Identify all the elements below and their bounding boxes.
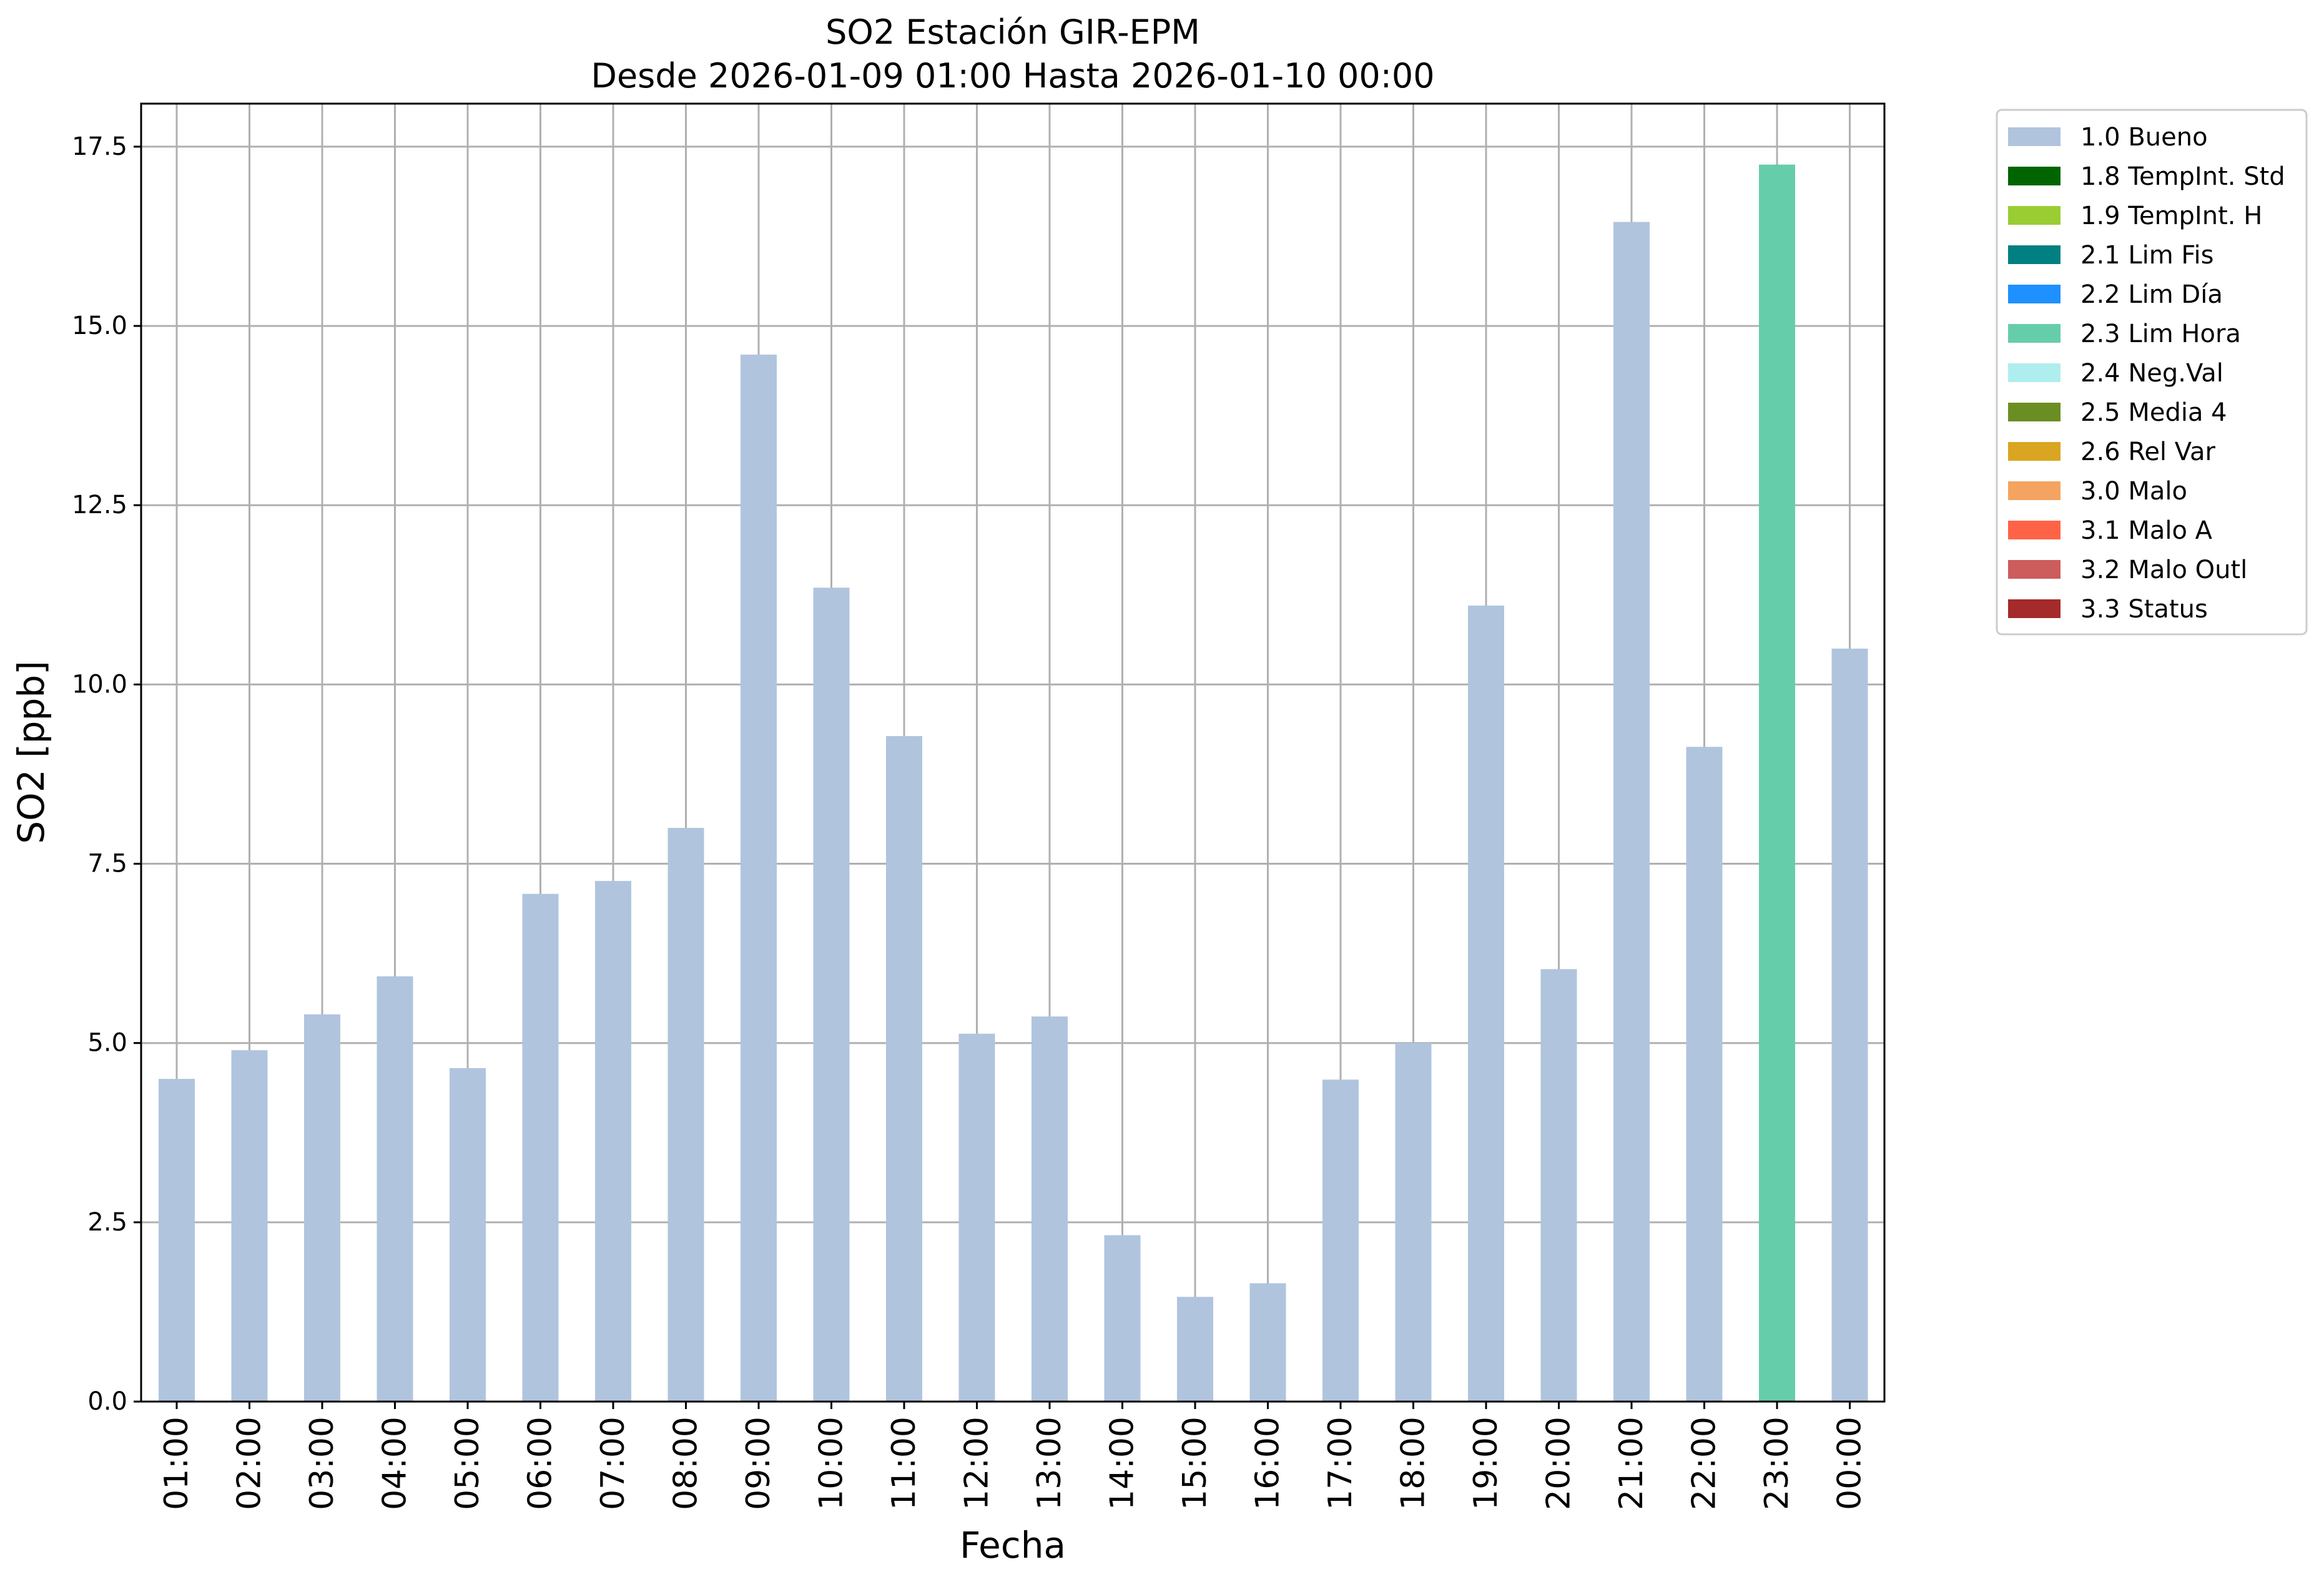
y-tick-label: 2.5 — [87, 1208, 127, 1237]
chart-title: SO2 Estación GIR-EPM — [825, 12, 1200, 52]
legend-swatch — [2008, 521, 2061, 539]
y-tick-label: 0.0 — [87, 1387, 127, 1416]
legend-swatch — [2008, 560, 2061, 579]
legend-swatch — [2008, 363, 2061, 382]
legend-label: 2.5 Media 4 — [2080, 398, 2227, 427]
x-tick-label: 02:00 — [231, 1417, 268, 1510]
x-tick-label: 00:00 — [1831, 1417, 1869, 1510]
y-tick-label: 17.5 — [72, 132, 127, 161]
bar-0800 — [667, 828, 704, 1402]
x-tick-label: 12:00 — [958, 1417, 996, 1510]
y-tick-label: 15.0 — [72, 312, 127, 340]
bar-0600 — [522, 893, 559, 1402]
x-tick-label: 15:00 — [1176, 1417, 1214, 1510]
chart-subtitle: Desde 2026-01-09 01:00 Hasta 2026-01-10 … — [591, 56, 1434, 96]
x-tick-label: 05:00 — [449, 1417, 486, 1510]
bar-2200 — [1686, 747, 1723, 1402]
x-tick-label: 06:00 — [522, 1417, 559, 1510]
y-tick-label: 5.0 — [87, 1029, 127, 1058]
x-tick-label: 08:00 — [667, 1417, 705, 1510]
legend-label: 3.3 Status — [2080, 595, 2208, 624]
legend-swatch — [2008, 285, 2061, 303]
x-tick-label: 16:00 — [1249, 1417, 1287, 1510]
bar-0000 — [1831, 648, 1868, 1402]
legend-swatch — [2008, 403, 2061, 421]
x-tick-label: 19:00 — [1467, 1417, 1505, 1510]
bar-1500 — [1177, 1297, 1213, 1402]
bar-0100 — [159, 1079, 195, 1402]
y-tick-label: 7.5 — [87, 850, 127, 878]
x-tick-label: 22:00 — [1686, 1417, 1723, 1510]
bar-1700 — [1322, 1079, 1359, 1402]
legend-label: 3.0 Malo — [2080, 477, 2187, 506]
legend-swatch — [2008, 442, 2061, 461]
legend-label: 2.3 Lim Hora — [2080, 320, 2241, 348]
bar-0200 — [231, 1050, 268, 1402]
y-tick-label: 12.5 — [72, 491, 127, 519]
x-tick-label: 11:00 — [885, 1417, 923, 1510]
legend-label: 1.8 TempInt. Std — [2080, 162, 2285, 191]
x-tick-label: 21:00 — [1613, 1417, 1650, 1510]
legend-label: 3.1 Malo A — [2080, 516, 2213, 545]
x-tick-label: 17:00 — [1322, 1417, 1359, 1510]
x-tick-label: 01:00 — [158, 1417, 195, 1510]
bar-1200 — [958, 1033, 995, 1402]
x-tick-label: 20:00 — [1540, 1417, 1578, 1510]
bar-0900 — [741, 355, 777, 1402]
bar-1400 — [1104, 1235, 1141, 1402]
bars — [159, 164, 1868, 1402]
y-axis-ticks: 0.0 2.5 5.0 7.5 10.0 12.5 15.0 17.5 — [72, 132, 141, 1416]
bar-0700 — [595, 881, 631, 1402]
bar-1300 — [1032, 1016, 1068, 1402]
bar-1000 — [813, 587, 850, 1402]
x-axis-ticks: 01:00 02:00 03:00 04:00 05:00 06:00 07:00 08:00… — [158, 1402, 1869, 1510]
legend-swatch — [2008, 167, 2061, 185]
legend-swatch — [2008, 206, 2061, 225]
legend-label: 2.2 Lim Día — [2080, 280, 2223, 309]
bar-0400 — [377, 976, 413, 1402]
legend: 1.0 Bueno 1.8 TempInt. Std 1.9 TempInt. H 2… — [1996, 109, 2308, 636]
bar-2000 — [1540, 969, 1577, 1402]
y-tick-label: 10.0 — [72, 670, 127, 699]
legend-swatch — [2008, 127, 2061, 146]
bar-1900 — [1468, 606, 1504, 1402]
legend-swatch — [2008, 599, 2061, 618]
x-tick-label: 18:00 — [1395, 1417, 1432, 1510]
bar-1600 — [1249, 1283, 1286, 1402]
x-tick-label: 13:00 — [1031, 1417, 1068, 1510]
x-tick-label: 07:00 — [594, 1417, 632, 1510]
x-tick-label: 04:00 — [377, 1417, 414, 1510]
x-tick-label: 23:00 — [1758, 1417, 1796, 1510]
x-tick-label: 09:00 — [740, 1417, 777, 1510]
bar-0500 — [450, 1068, 486, 1402]
legend-box — [1996, 109, 2308, 636]
legend-label: 2.1 Lim Fis — [2080, 241, 2213, 270]
legend-label: 1.9 TempInt. H — [2080, 202, 2262, 230]
bar-1100 — [886, 736, 922, 1402]
y-axis-label: SO2 [ppb] — [10, 661, 52, 844]
x-tick-label: 10:00 — [813, 1417, 850, 1510]
legend-label: 1.0 Bueno — [2080, 123, 2208, 152]
x-tick-label: 14:00 — [1104, 1417, 1141, 1510]
bar-0300 — [304, 1014, 340, 1402]
bar-2100 — [1613, 222, 1650, 1402]
legend-swatch — [2008, 324, 2061, 343]
legend-label: 2.6 Rel Var — [2080, 438, 2216, 466]
legend-swatch — [2008, 245, 2061, 264]
legend-label: 2.4 Neg.Val — [2080, 359, 2223, 388]
legend-label: 3.2 Malo Outl — [2080, 556, 2247, 584]
x-axis-label: Fecha — [960, 1524, 1066, 1566]
bar-2300 — [1759, 164, 1795, 1402]
legend-swatch — [2008, 481, 2061, 500]
x-tick-label: 03:00 — [303, 1417, 341, 1510]
bar-1800 — [1395, 1043, 1432, 1402]
plot-frame — [140, 102, 1886, 1403]
